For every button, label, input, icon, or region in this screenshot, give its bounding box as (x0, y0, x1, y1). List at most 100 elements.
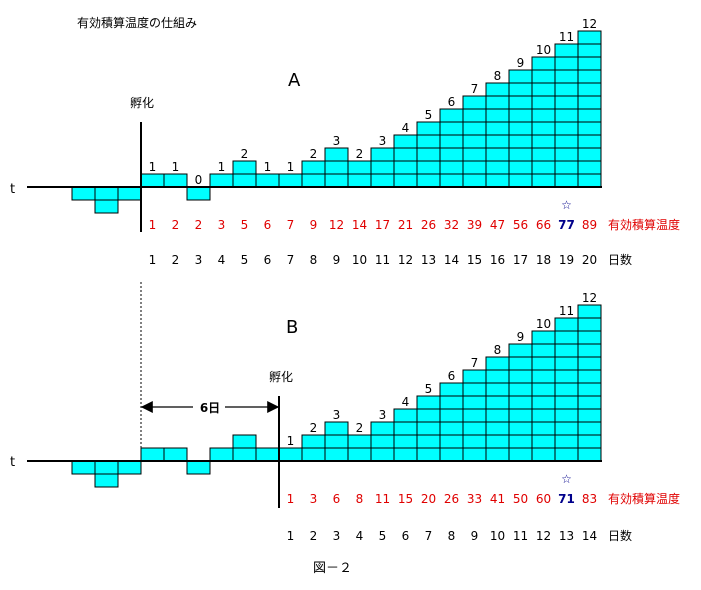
day-number: 7 (287, 253, 295, 267)
post-hatch-cell (485, 369, 510, 384)
post-hatch-cell (416, 160, 441, 175)
pre-hatch-cell (140, 447, 165, 462)
cumulative-value: 56 (513, 218, 528, 232)
post-hatch-cell (370, 173, 395, 188)
post-hatch-cell (485, 134, 510, 149)
figure-caption: 図－２ (313, 561, 352, 576)
post-hatch-cell (324, 421, 349, 436)
post-hatch-cell (577, 343, 602, 358)
post-hatch-cell (301, 434, 326, 449)
post-hatch-cell (554, 356, 579, 371)
post-hatch-cell (554, 434, 579, 449)
post-hatch-cell (416, 395, 441, 410)
star-icon: ☆ (561, 198, 572, 212)
post-hatch-cell (554, 95, 579, 110)
day-number: 5 (241, 253, 249, 267)
post-hatch-cell (508, 447, 533, 462)
post-hatch-cell (554, 160, 579, 175)
post-hatch-cell (577, 434, 602, 449)
post-hatch-cell (554, 56, 579, 71)
post-hatch-cell (462, 95, 487, 110)
daily-value-label: 3 (333, 408, 341, 422)
post-hatch-cell (531, 160, 556, 175)
post-hatch-cell (485, 108, 510, 123)
cumulative-value: 12 (329, 218, 344, 232)
panel-a-days-row: 1 2 3 4 5 6 7 8 9 10 11 12 13 14 15 16 17 18 19 20 (149, 253, 597, 267)
cumulative-value: 17 (375, 218, 390, 232)
day-number: 2 (172, 253, 180, 267)
post-hatch-cell (531, 447, 556, 462)
daily-value-label: 12 (582, 17, 597, 31)
post-hatch-cell (531, 147, 556, 162)
day-number: 10 (490, 529, 505, 543)
post-hatch-cell (554, 147, 579, 162)
cumulative-value: 6 (333, 492, 341, 506)
post-hatch-cell (577, 408, 602, 423)
cumulative-value: 32 (444, 218, 459, 232)
day-number: 6 (402, 529, 410, 543)
day-number: 1 (287, 529, 295, 543)
post-hatch-cell (462, 134, 487, 149)
post-hatch-cell (485, 95, 510, 110)
post-hatch-cell (554, 108, 579, 123)
post-hatch-cell (508, 421, 533, 436)
post-hatch-cell (508, 369, 533, 384)
post-hatch-cell (370, 147, 395, 162)
post-hatch-cell (439, 395, 464, 410)
day-number: 1 (149, 253, 157, 267)
post-hatch-cell (577, 30, 602, 45)
post-hatch-cell (508, 69, 533, 84)
post-hatch-cell (370, 434, 395, 449)
pre-hatch-cell (94, 186, 119, 201)
daily-value-label: 1 (218, 160, 226, 174)
post-hatch-cell (577, 317, 602, 332)
post-hatch-cell (508, 343, 533, 358)
daily-value-label: 4 (402, 395, 410, 409)
panel-b-cumulative-row: 1 3 6 8 11 15 20 26 33 41 50 60 71 83 (287, 492, 597, 506)
day-number: 12 (536, 529, 551, 543)
post-hatch-cell (370, 160, 395, 175)
post-hatch-cell (485, 395, 510, 410)
post-hatch-cell (577, 108, 602, 123)
post-hatch-cell (232, 173, 257, 188)
daily-value-label: 1 (264, 160, 272, 174)
post-hatch-cell (439, 134, 464, 149)
post-hatch-cell (577, 395, 602, 410)
post-hatch-cell (462, 173, 487, 188)
day-number: 10 (352, 253, 367, 267)
panel-a-t-axis-label: t (10, 182, 15, 197)
post-hatch-cell (462, 434, 487, 449)
pre-hatch-cell (163, 447, 188, 462)
post-hatch-cell (416, 408, 441, 423)
post-hatch-cell (531, 408, 556, 423)
daily-value-label: 3 (333, 134, 341, 148)
post-hatch-cell (462, 147, 487, 162)
day-number: 20 (582, 253, 597, 267)
post-hatch-cell (508, 173, 533, 188)
post-hatch-cell (531, 421, 556, 436)
daily-value-label: 2 (356, 421, 364, 435)
post-hatch-cell (278, 447, 303, 462)
cumulative-value: 15 (398, 492, 413, 506)
daily-value-label: 2 (356, 147, 364, 161)
daily-value-label: 0 (195, 173, 203, 187)
post-hatch-cell (577, 421, 602, 436)
post-hatch-cell (209, 173, 234, 188)
daily-value-label: 12 (582, 291, 597, 305)
day-number: 14 (444, 253, 459, 267)
post-hatch-cell (462, 108, 487, 123)
post-hatch-cell (577, 134, 602, 149)
post-hatch-cell (577, 121, 602, 136)
post-hatch-cell (347, 173, 372, 188)
panel-b-hatch-label: 孵化 (269, 370, 293, 384)
post-hatch-cell (416, 447, 441, 462)
panel-a-cumulative-row: 1 2 2 3 5 6 7 9 12 14 17 21 26 32 39 47 56 66 77 89 (149, 218, 597, 232)
post-hatch-cell (324, 447, 349, 462)
day-number: 4 (356, 529, 364, 543)
post-hatch-cell (370, 421, 395, 436)
cumulative-value: 5 (241, 218, 249, 232)
post-hatch-cell (531, 395, 556, 410)
